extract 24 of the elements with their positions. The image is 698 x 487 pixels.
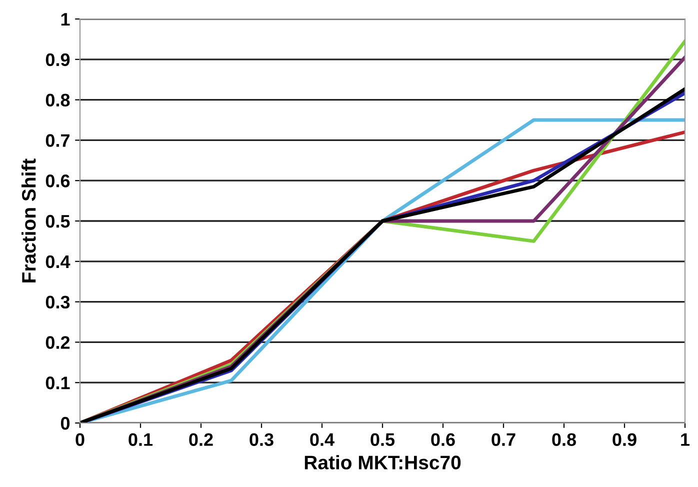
y-tick-label: 0.8 [46,94,70,107]
x-axis-title: Ratio MKT:Hsc70 [304,455,461,470]
x-tick-label: 0.7 [492,433,516,446]
y-tick-label: 0.2 [46,336,70,349]
y-tick-label: 0.9 [46,53,70,66]
y-tick-label: 0.1 [46,376,70,390]
y-tick-label: 1 [61,13,70,26]
x-tick-label: 0.4 [310,433,334,446]
y-tick-label: 0.5 [46,214,70,228]
x-tick-label: 0.6 [431,433,455,446]
y-tick-label: 0.6 [46,174,70,188]
x-tick-label: 0.1 [128,433,153,446]
y-axis-title: Fraction Shift [22,158,36,282]
x-tick-label: 0 [76,433,84,446]
y-tick-label: 0.4 [46,255,70,268]
x-tick-label: 0.3 [250,433,274,446]
x-tick-label: 0.9 [612,433,636,446]
x-tick-label: 0.2 [189,433,213,446]
y-tick-label: 0 [60,416,70,430]
x-tick-label: 0.8 [552,433,576,446]
x-tick-label: 1 [681,433,690,446]
y-tick-label: 0.7 [46,134,70,147]
y-tick-label: 0.3 [46,296,70,309]
x-tick-label: 0.5 [370,433,395,446]
